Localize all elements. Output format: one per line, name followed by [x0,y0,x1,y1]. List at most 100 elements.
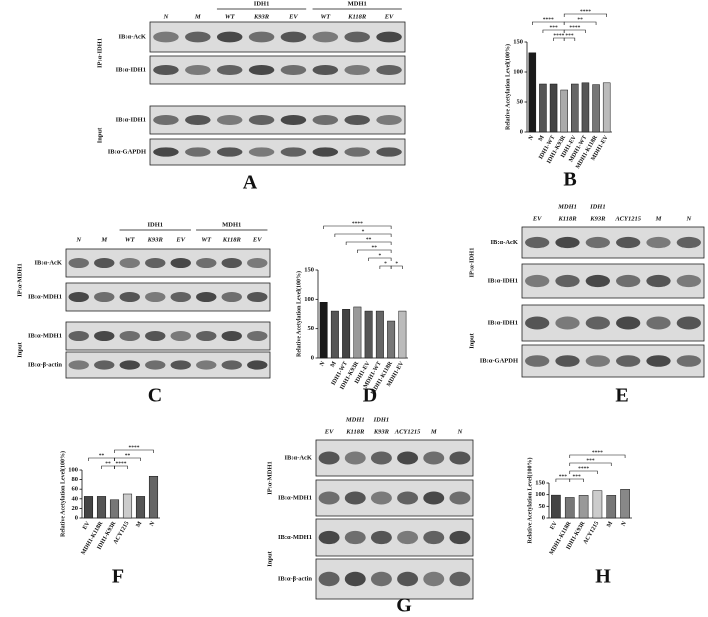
blot-band [68,330,89,342]
blot-band [216,147,243,157]
blot-band [676,355,701,367]
y-tick-label: 150 [535,479,545,486]
blot-band [196,330,217,342]
lane-label: EV [175,236,185,243]
significance-label: **** [129,445,140,451]
blot-band [145,360,166,370]
blot-band [196,257,217,269]
bar [398,310,407,359]
blot-band [247,330,268,342]
panel-letter: E [615,385,628,407]
bar [375,310,384,359]
bar [581,82,590,133]
significance-label: *** [559,474,568,480]
significance-bracket [114,465,128,469]
blot-band [280,147,307,157]
blot-band [318,491,340,505]
blot-band [449,571,471,587]
y-axis-label: Relative Acetylation Level(100%) [504,44,511,130]
y-tick-label: 150 [513,38,523,45]
blot-strip [521,226,705,259]
y-tick-label: 60 [72,486,79,493]
blot-band [423,491,445,505]
lane-label: K118R [222,236,242,243]
lane-label: M [655,215,662,222]
section-label: Input [96,127,103,143]
row-label: IB:α-MDH1 [278,494,312,501]
blot-band [170,330,191,342]
blot-band [616,316,641,330]
y-tick-label: 100 [304,296,314,303]
significance-bracket [569,470,598,474]
blot-band [221,257,242,269]
y-tick-label: 40 [72,495,79,502]
blot-band [344,64,370,76]
blot-band [344,530,366,545]
lane-label: MDH1 [557,203,577,210]
blot-band [145,257,166,269]
blot-band [185,31,211,43]
blot-band [153,31,179,43]
y-axis-label: Relative Acetylation Level(100%) [295,271,302,357]
significance-bracket [563,13,607,17]
blot-band [646,274,671,288]
blot-band [344,114,370,126]
bar [342,309,351,359]
blot-band [449,491,471,505]
y-axis-label: Relative Acetylation Level(100%) [526,458,533,544]
blot-band [449,451,471,465]
significance-label: ** [99,453,105,459]
blot-band [119,330,140,342]
y-tick-label: 50 [517,98,524,105]
lane-label: M [100,236,107,243]
x-tick-label: EV [82,520,92,531]
panel-letter: G [396,595,412,617]
significance-label: ** [372,245,378,251]
blot-band [370,530,392,545]
blot-band [585,274,610,288]
significance-label: **** [578,466,589,472]
x-tick-label: M [606,520,614,528]
significance-label: ** [125,453,131,459]
blot-strip [315,439,474,477]
lane-label: N [685,215,691,222]
blot-band [376,64,402,76]
significance-bracket [563,21,597,25]
row-label: IB:α-β-actin [28,361,63,368]
blot-band [216,114,243,126]
group-label: MDH1 [348,0,367,7]
blot-band [247,360,268,370]
blot-band [676,236,701,249]
group-label: IDH1 [147,221,163,228]
blot-strip [315,479,474,517]
lane-label: IDH1 [373,416,390,423]
bar [387,320,396,359]
row-label: IB:α-AcK [119,33,146,40]
blot-band [555,236,580,249]
bar [319,302,328,359]
bar [564,497,575,519]
significance-label: ** [105,461,111,467]
bar [135,496,146,519]
blot-band [94,257,115,269]
lane-label: EV [252,236,262,243]
blot-band [280,31,307,43]
blot-band [94,291,115,303]
blot-band [247,291,268,303]
blot-band [423,530,445,545]
y-tick-label: 20 [72,505,79,512]
y-axis-label: Relative Acetylation Level(100%) [59,451,66,537]
blot-band [676,316,701,330]
blot-band [216,64,243,76]
group-label: IDH1 [254,0,270,7]
blot-band [216,31,243,43]
panel-letter: F [112,566,124,588]
blot-band [585,355,610,367]
x-tick-label: M [330,360,338,368]
blot-band [376,31,402,43]
lane-label: M [194,13,201,20]
blot-band [248,31,275,43]
lane-label: IDH1 [589,203,606,210]
